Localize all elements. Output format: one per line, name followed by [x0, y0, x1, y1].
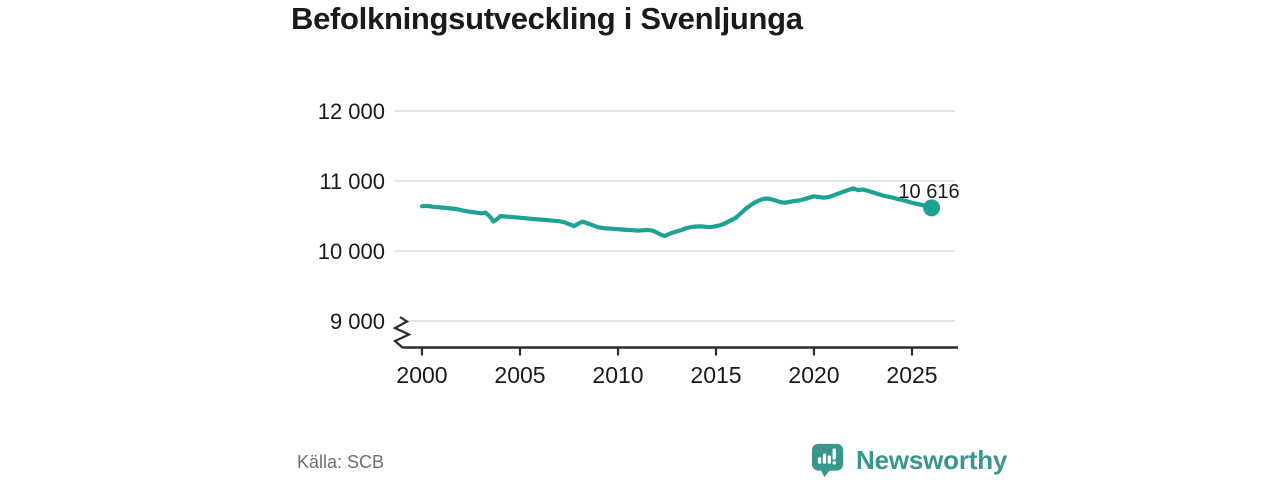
- x-tick-label: 2025: [886, 362, 937, 388]
- y-tick-label: 11 000: [319, 169, 385, 194]
- population-chart: 9 000 10 000 11 000 12 000 2000 2005 2010 2015 2…: [318, 99, 960, 388]
- x-tick-label: 2010: [592, 362, 643, 388]
- y-tick-label: 9 000: [330, 309, 385, 334]
- latest-value-label: 10 616: [898, 181, 959, 203]
- newsworthy-logo-icon: [811, 443, 844, 478]
- population-line: [419, 186, 934, 239]
- x-tick-label: 2020: [788, 362, 839, 388]
- latest-point-marker: [923, 199, 941, 217]
- x-tick-label: 2015: [690, 362, 741, 388]
- y-tick-label: 10 000: [318, 239, 385, 264]
- chart-title: Befolkningsutveckling i Svenljunga: [291, 1, 803, 36]
- x-tick-label: 2000: [396, 362, 447, 388]
- y-tick-label: 12 000: [318, 99, 385, 124]
- newsworthy-branding[interactable]: Newsworthy: [810, 443, 1007, 478]
- newsworthy-logo-text: Newsworthy: [856, 445, 1008, 475]
- axis-break-icon: [392, 316, 412, 349]
- source-note: Källa: SCB: [297, 452, 385, 472]
- x-tick-label: 2005: [494, 362, 545, 388]
